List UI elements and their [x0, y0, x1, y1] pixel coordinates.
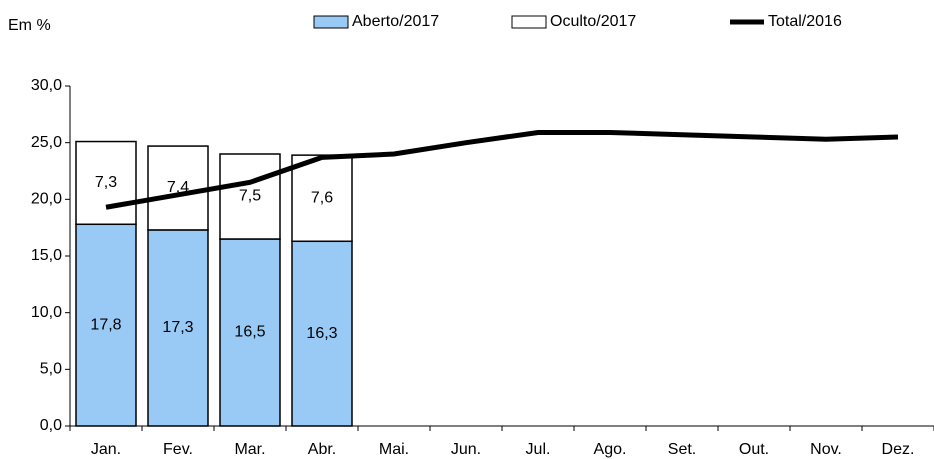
- x-tick-label: Nov.: [810, 441, 842, 458]
- y-tick-label: 30,0: [31, 77, 62, 94]
- data-label: 16,3: [306, 325, 337, 342]
- x-tick-label: Out.: [739, 441, 769, 458]
- x-tick-label: Jan.: [91, 441, 121, 458]
- legend-label: Oculto/2017: [550, 13, 636, 30]
- data-label: 17,3: [162, 319, 193, 336]
- y-tick-label: 15,0: [31, 247, 62, 264]
- legend-label: Aberto/2017: [352, 13, 439, 30]
- bar: [75, 223, 137, 427]
- x-tick-label: Abr.: [308, 441, 336, 458]
- bar: [75, 140, 137, 226]
- x-tick-label: Mar.: [234, 441, 265, 458]
- data-label: 7,3: [95, 174, 117, 191]
- x-tick-label: Jul.: [526, 441, 551, 458]
- y-tick-label: 20,0: [31, 191, 62, 208]
- bar: [147, 229, 209, 427]
- data-label: 7,6: [311, 189, 333, 206]
- x-tick-label: Set.: [668, 441, 696, 458]
- data-label: 16,5: [234, 324, 265, 341]
- y-tick-label: 25,0: [31, 134, 62, 151]
- data-label: 7,5: [239, 188, 261, 205]
- legend-swatch: [313, 15, 349, 29]
- y-tick-label: 10,0: [31, 304, 62, 321]
- bar: [219, 153, 281, 240]
- legend-label: Total/2016: [768, 13, 842, 30]
- x-tick-label: Dez.: [882, 441, 915, 458]
- y-axis-label: Em %: [8, 17, 51, 34]
- data-label: 17,8: [90, 316, 121, 333]
- legend-swatch: [511, 15, 547, 29]
- bar: [291, 154, 353, 243]
- y-tick-label: 0,0: [40, 417, 62, 434]
- x-tick-label: Jun.: [451, 441, 481, 458]
- x-tick-label: Mai.: [379, 441, 409, 458]
- line: [105, 129, 899, 210]
- bar: [147, 145, 209, 231]
- x-tick-label: Fev.: [163, 441, 193, 458]
- y-tick-label: 5,0: [40, 361, 62, 378]
- x-tick-label: Ago.: [594, 441, 627, 458]
